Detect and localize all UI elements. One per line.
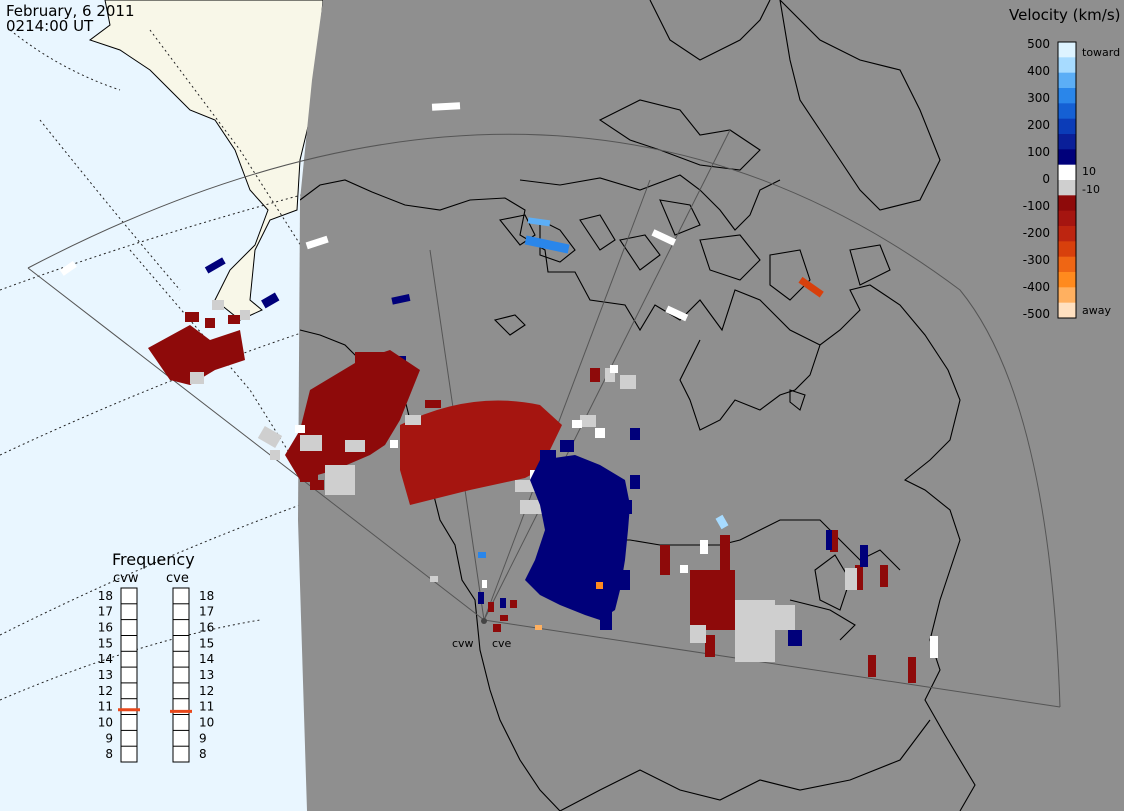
legend-tick-label: 400 <box>1027 64 1050 78</box>
legend-color-swatch <box>1058 149 1076 166</box>
legend-color-swatch <box>1058 226 1076 242</box>
frequency-tick-left: 18 <box>98 589 113 603</box>
velocity-legend: Velocity (km/s) toward away 10 -10 500 40… <box>1009 6 1120 321</box>
legend-tick-label: -500 <box>1023 307 1050 321</box>
legend-color-swatch <box>1058 210 1076 227</box>
frequency-tick-left: 17 <box>98 605 113 619</box>
frequency-tick-left: 8 <box>105 747 113 761</box>
freq-label-cvw: cvw <box>113 571 139 586</box>
frequency-bar-cvw <box>120 587 138 763</box>
time-label: 0214:00 UT <box>6 17 94 35</box>
legend-colorbar <box>1058 42 1076 319</box>
frequency-tick-left: 14 <box>98 652 113 666</box>
freq-label-cve: cve <box>166 571 189 586</box>
frequency-tick-right: 14 <box>199 652 214 666</box>
legend-color-swatch <box>1058 287 1076 304</box>
legend-away: away <box>1082 304 1111 317</box>
frequency-title: Frequency <box>112 550 195 569</box>
legend-tick-label: 100 <box>1027 145 1050 159</box>
legend-color-swatch <box>1058 88 1076 104</box>
legend-frame <box>1057 41 1077 319</box>
frequency-tick-right: 10 <box>199 716 214 730</box>
date-label: February, 6 2011 <box>6 2 135 20</box>
legend-tick-label: -200 <box>1023 226 1050 240</box>
frequency-tick-right: 12 <box>199 684 214 698</box>
legend-minus10: -10 <box>1082 183 1100 196</box>
site-label-cve: cve <box>492 637 512 650</box>
legend-color-swatch <box>1058 164 1076 181</box>
legend-tick-label: 200 <box>1027 118 1050 132</box>
timestamp: February, 6 2011 0214:00 UT <box>6 2 135 35</box>
legend-color-swatch <box>1058 256 1076 273</box>
dayside-grid <box>0 29 321 701</box>
legend-tick-label: -100 <box>1023 199 1050 213</box>
legend-tick-label: -300 <box>1023 253 1050 267</box>
frequency-tick-right: 13 <box>199 668 214 682</box>
frequency-tick-right: 11 <box>199 700 214 714</box>
legend-color-swatch <box>1058 57 1076 74</box>
radar-site-marker <box>481 618 487 624</box>
frequency-tick-right: 16 <box>199 621 214 635</box>
frequency-tick-right: 18 <box>199 589 214 603</box>
legend-color-swatch <box>1058 118 1076 135</box>
legend-color-swatch <box>1058 241 1076 258</box>
frequency-tick-left: 13 <box>98 668 113 682</box>
site-label-cvw: cvw <box>452 637 474 650</box>
legend-color-swatch <box>1058 72 1076 89</box>
frequency-tick-left: 9 <box>105 731 113 745</box>
daylit-land <box>88 0 324 321</box>
legend-title: Velocity (km/s) <box>1009 6 1120 24</box>
frequency-tick-left: 15 <box>98 636 113 650</box>
frequency-tick-left: 10 <box>98 716 113 730</box>
legend-tick-label: 300 <box>1027 91 1050 105</box>
frequency-tick-right: 9 <box>199 731 207 745</box>
velocity-echoes <box>59 102 938 683</box>
legend-plus10: 10 <box>1082 165 1096 178</box>
legend-color-swatch <box>1058 103 1076 120</box>
legend-color-swatch <box>1058 134 1076 150</box>
legend-tick-labels: 500 400 300 200 100 0 -100 -200 -300 -400 -500 <box>1023 37 1050 321</box>
legend-tick-label: 500 <box>1027 37 1050 51</box>
frequency-tick-left: 16 <box>98 621 113 635</box>
legend-color-swatch <box>1058 195 1076 212</box>
frequency-tick-left: 12 <box>98 684 113 698</box>
frequency-bar-cve <box>172 587 190 763</box>
frequency-tick-right: 15 <box>199 636 214 650</box>
legend-color-swatch <box>1058 302 1076 319</box>
legend-color-swatch <box>1058 180 1076 196</box>
frequency-tick-right: 17 <box>199 605 214 619</box>
legend-tick-label: -400 <box>1023 280 1050 294</box>
legend-color-swatch <box>1058 272 1076 288</box>
legend-toward: toward <box>1082 46 1120 59</box>
legend-color-swatch <box>1058 42 1076 58</box>
night-overlay <box>298 0 1124 811</box>
frequency-tick-right: 8 <box>199 747 207 761</box>
frequency-tick-left: 11 <box>98 700 113 714</box>
legend-tick-label: 0 <box>1042 172 1050 186</box>
